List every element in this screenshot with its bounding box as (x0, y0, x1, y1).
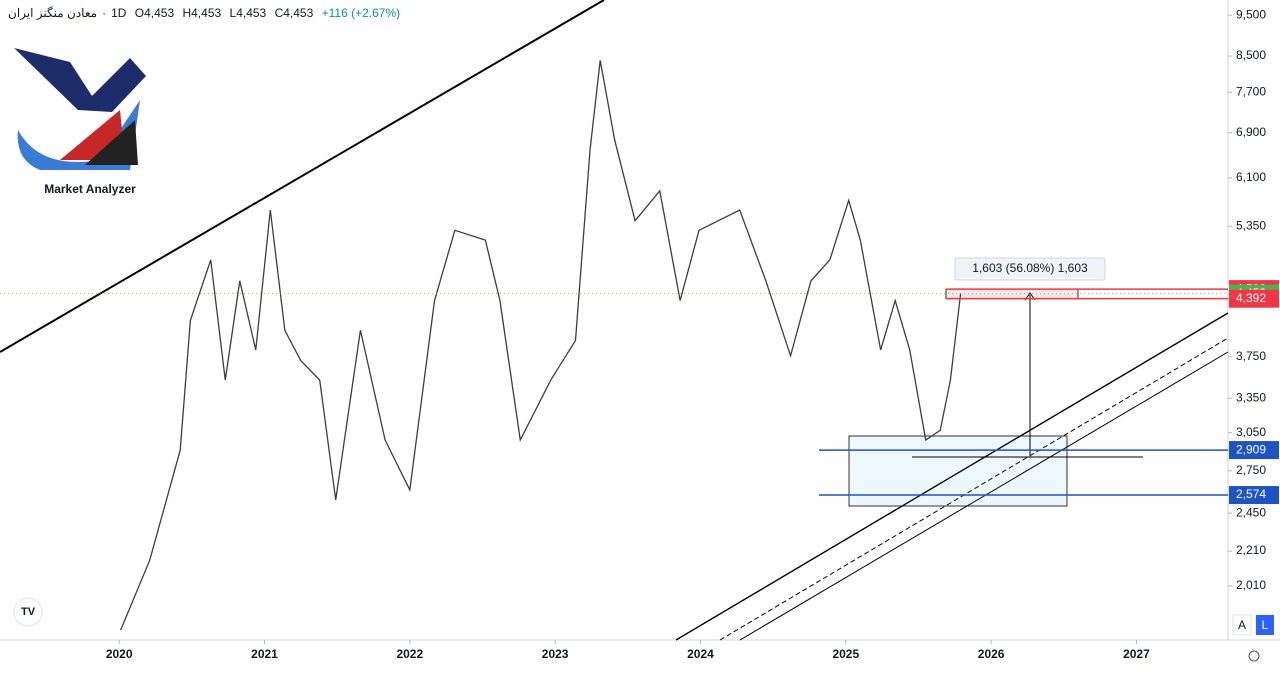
change: +116 (+2.67%) (321, 6, 401, 20)
x-tick-label: 2025 (832, 647, 859, 661)
interval: 1D (111, 6, 127, 20)
auto-button[interactable] (1232, 614, 1252, 636)
y-tick-label: 2,750 (1236, 463, 1266, 477)
high: H4,453 (182, 6, 222, 20)
measure-label: 1,603 (56.08%) 1,603 (972, 261, 1088, 275)
x-tick-label: 2023 (542, 647, 569, 661)
y-tick-label: 6,900 (1236, 125, 1266, 139)
y-tick-label: 2,450 (1236, 505, 1266, 519)
y-tick-label: 3,050 (1236, 425, 1266, 439)
price-label-box (1229, 486, 1279, 505)
y-tick-label: 8,500 (1236, 48, 1266, 62)
y-tick-label: 2,210 (1236, 543, 1266, 557)
x-tick-label: 2022 (396, 647, 423, 661)
price-label: 4,392 (1236, 291, 1266, 305)
channel-mid-line (719, 337, 1229, 641)
tv-logo: TV (13, 597, 43, 627)
low: L4,453 (229, 6, 267, 20)
close: C4,453 (274, 6, 314, 20)
price-label: 2,909 (1236, 442, 1266, 456)
x-tick-label: 2024 (687, 647, 714, 661)
y-tick-label: 5,350 (1236, 218, 1266, 232)
measure-label-box (954, 257, 1106, 281)
settings-icon[interactable] (1248, 650, 1260, 662)
x-tick-label: 2027 (1123, 647, 1150, 661)
channel-line (675, 312, 1229, 641)
open: O4,453 (134, 6, 175, 20)
x-tick-label: 2021 (251, 647, 278, 661)
price-label-box (1229, 441, 1279, 460)
legend-header: معادن منگنز ایران · 1D O4,453 H4,453 L4,45… (8, 6, 401, 20)
y-tick-label: 3,350 (1236, 390, 1266, 404)
logo-text: Market Analyzer (44, 182, 136, 196)
channel-line (739, 351, 1229, 641)
y-tick-label: 2,010 (1236, 578, 1266, 592)
symbol: معادن منگنز ایران (8, 6, 98, 20)
x-tick-label: 2026 (978, 647, 1005, 661)
y-tick-label: 3,750 (1236, 349, 1266, 363)
logo: Market Analyzer (14, 48, 146, 196)
x-tick-label: 2020 (106, 647, 133, 661)
price-label: 2,574 (1236, 487, 1266, 501)
y-tick-label: 6,100 (1236, 170, 1266, 184)
y-tick-label: 9,500 (1236, 7, 1266, 21)
y-tick-label: 7,700 (1236, 85, 1266, 99)
price-line (120, 60, 962, 631)
svg-text:TV: TV (21, 606, 36, 618)
log-button[interactable] (1256, 615, 1274, 635)
auto-button-label[interactable]: A (1238, 618, 1246, 632)
log-button-label[interactable]: L (1262, 618, 1269, 632)
price-label-box (1229, 289, 1279, 308)
measure-arrow-head (1024, 292, 1036, 301)
